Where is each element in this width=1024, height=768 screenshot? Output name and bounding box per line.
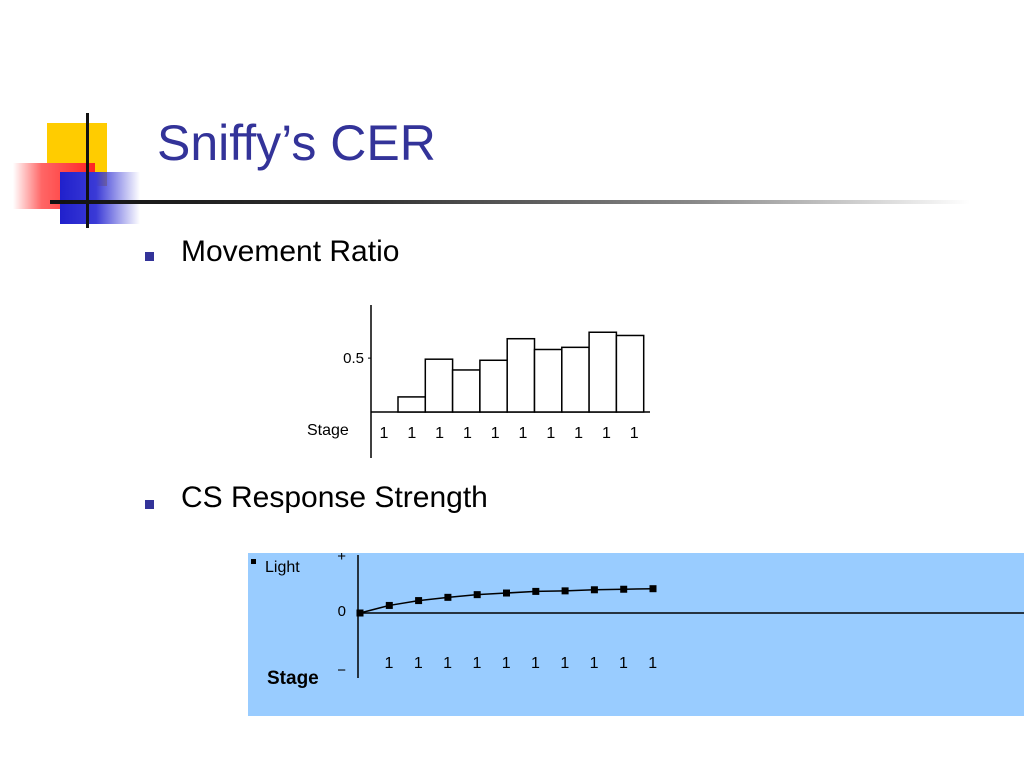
series-point	[356, 609, 364, 617]
stage-label: 1	[619, 655, 628, 672]
bullet-marker	[145, 500, 154, 509]
bar	[479, 359, 508, 413]
title-underline	[50, 200, 970, 204]
bullet-marker	[145, 252, 154, 261]
stage-row-label: Stage	[267, 668, 319, 689]
y-tick-label: 0.5	[343, 350, 364, 367]
cs-response-strength-chart: +0 − Light Stage 1 1 1 1 1 1 1 1 1 1	[248, 553, 1024, 716]
bar	[397, 396, 427, 413]
stage-label: 1	[407, 425, 416, 442]
bullet-text-cs-response-strength: CS Response Strength	[181, 481, 488, 514]
legend-label-light: Light	[265, 559, 300, 576]
bar	[451, 369, 481, 413]
stage-label: 1	[546, 425, 555, 442]
stage-label: 1	[385, 655, 394, 672]
series-point	[561, 587, 569, 595]
stage-label: 1	[472, 655, 481, 672]
bar	[506, 337, 536, 413]
stage-label: 1	[491, 425, 500, 442]
bar	[588, 331, 618, 413]
movement-ratio-chart: 0.5 Stage 1 1 1 1 1 1 1 1 1 1	[307, 305, 650, 458]
series-point	[503, 589, 510, 597]
stage-row-label: Stage	[307, 422, 349, 439]
series-point	[444, 593, 452, 601]
stage-label: 1	[602, 425, 611, 442]
stage-label: 1	[414, 655, 423, 672]
bar	[533, 348, 563, 413]
series-point	[649, 585, 657, 593]
stage-label: 1	[560, 655, 569, 672]
stage-label: 1	[574, 425, 583, 442]
bar	[615, 334, 645, 413]
decor-blue-square	[60, 172, 140, 224]
stage-label: 1	[435, 425, 444, 442]
bullet-text-movement-ratio: Movement Ratio	[181, 235, 400, 268]
bar	[424, 358, 454, 413]
series-point	[415, 597, 423, 605]
legend-marker	[251, 559, 256, 564]
series-point	[620, 585, 628, 593]
y-tick-label: −	[337, 662, 346, 679]
stage-label: 1	[590, 655, 599, 672]
series-point	[385, 601, 393, 609]
stage-label: 1	[463, 425, 472, 442]
series-point	[590, 586, 598, 594]
series-point	[532, 587, 540, 595]
stage-label: 1	[443, 655, 452, 672]
y-tick-label: 0	[338, 603, 346, 620]
chart-background	[248, 553, 1024, 716]
decor-vertical-line	[86, 113, 89, 228]
stage-label: 1	[630, 425, 639, 442]
bar	[561, 346, 590, 413]
stage-label: 1	[502, 655, 511, 672]
stage-label: 1	[648, 655, 657, 672]
series-point	[473, 591, 481, 599]
stage-label: 1	[380, 425, 389, 442]
stage-label: 1	[531, 655, 540, 672]
y-tick-label: +	[337, 553, 346, 565]
slide-title: Sniffy’s CER	[157, 115, 436, 171]
stage-label: 1	[519, 425, 528, 442]
